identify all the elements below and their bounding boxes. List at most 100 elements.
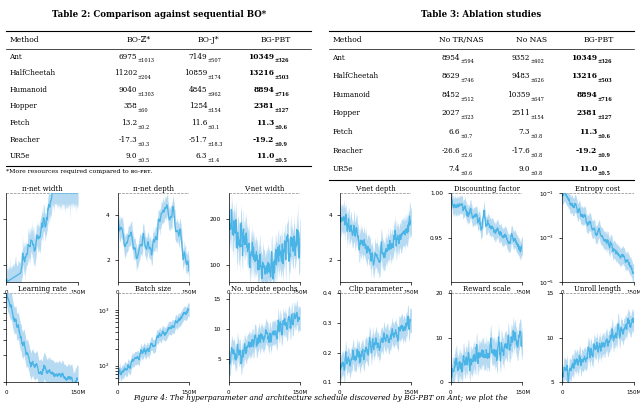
Text: 11.3: 11.3 <box>579 128 597 136</box>
Title: π-net depth: π-net depth <box>133 185 174 193</box>
Text: 8894: 8894 <box>253 86 275 94</box>
Text: ±0.5: ±0.5 <box>138 158 150 163</box>
Title: V-net depth: V-net depth <box>355 185 396 193</box>
Text: Reacher: Reacher <box>10 136 40 144</box>
Text: ±127: ±127 <box>275 108 289 113</box>
Text: 13216: 13216 <box>571 72 597 80</box>
Text: ±154: ±154 <box>208 108 222 113</box>
Text: BO-ℤ*: BO-ℤ* <box>127 36 151 44</box>
Text: 10349: 10349 <box>248 53 275 61</box>
Text: 11.6: 11.6 <box>191 119 207 127</box>
Text: ±0.8: ±0.8 <box>531 153 543 158</box>
Text: 6.3: 6.3 <box>196 152 207 161</box>
Text: -19.2: -19.2 <box>576 146 597 155</box>
Text: ±647: ±647 <box>531 97 545 102</box>
Title: No. update epochs: No. update epochs <box>231 285 298 293</box>
Text: Method: Method <box>10 36 39 44</box>
Text: ±0.9: ±0.9 <box>598 153 611 158</box>
Text: ±154: ±154 <box>531 115 545 120</box>
Text: 10349: 10349 <box>571 54 597 61</box>
Text: Humanoid: Humanoid <box>10 86 47 94</box>
Text: -17.3: -17.3 <box>118 136 138 144</box>
Text: -26.6: -26.6 <box>442 146 460 155</box>
Text: 1254: 1254 <box>189 103 207 110</box>
Text: 358: 358 <box>124 103 138 110</box>
Text: ±0.2: ±0.2 <box>138 125 150 130</box>
Text: -17.6: -17.6 <box>511 146 530 155</box>
Text: ±594: ±594 <box>461 59 474 64</box>
Text: Ant: Ant <box>332 54 345 61</box>
Text: BG-PBT: BG-PBT <box>584 36 614 44</box>
Title: Batch size: Batch size <box>135 285 172 293</box>
Text: ±746: ±746 <box>461 78 474 83</box>
Text: BO-J*: BO-J* <box>198 36 220 44</box>
Text: 11.0: 11.0 <box>579 165 597 173</box>
Title: Reward scale: Reward scale <box>463 285 511 293</box>
Text: ±323: ±323 <box>461 115 474 120</box>
Text: Reacher: Reacher <box>332 146 362 155</box>
Text: HalfCheetah: HalfCheetah <box>332 72 378 80</box>
Text: 9.0: 9.0 <box>518 165 530 173</box>
Text: ±0.9: ±0.9 <box>275 142 288 146</box>
Text: 8629: 8629 <box>442 72 460 80</box>
Text: 13.2: 13.2 <box>121 119 138 127</box>
Text: 10859: 10859 <box>184 69 207 77</box>
Text: ±127: ±127 <box>598 115 612 120</box>
Text: -51.7: -51.7 <box>189 136 207 144</box>
Text: 6975: 6975 <box>119 53 138 61</box>
Text: ±2.6: ±2.6 <box>461 153 473 158</box>
Text: 11202: 11202 <box>114 69 138 77</box>
Title: Clip parameter: Clip parameter <box>349 285 403 293</box>
Text: Fetch: Fetch <box>10 119 30 127</box>
Text: 11.0: 11.0 <box>256 152 275 161</box>
Text: ±0.5: ±0.5 <box>598 171 611 176</box>
Text: 11.3: 11.3 <box>256 119 275 127</box>
Text: ±326: ±326 <box>275 59 289 63</box>
Title: π-net width: π-net width <box>22 185 63 193</box>
Text: No NAS: No NAS <box>516 36 547 44</box>
Text: 7149: 7149 <box>189 53 207 61</box>
Text: ±0.3: ±0.3 <box>138 142 150 146</box>
Text: ±512: ±512 <box>461 97 474 102</box>
Text: ±626: ±626 <box>531 78 545 83</box>
Text: Table 3: Ablation studies: Table 3: Ablation studies <box>421 10 541 19</box>
Title: V-net width: V-net width <box>244 185 285 193</box>
Text: ±1303: ±1303 <box>138 92 155 97</box>
Text: ±60: ±60 <box>138 108 148 113</box>
Text: 8954: 8954 <box>442 54 460 61</box>
Text: ±716: ±716 <box>598 97 612 102</box>
Text: 2511: 2511 <box>511 110 530 117</box>
Text: 8452: 8452 <box>442 91 460 99</box>
Text: 4845: 4845 <box>189 86 207 94</box>
Text: 2381: 2381 <box>253 103 275 110</box>
Text: 9.0: 9.0 <box>126 152 138 161</box>
Text: ±716: ±716 <box>275 92 290 97</box>
Text: 10359: 10359 <box>507 91 530 99</box>
Text: UR5e: UR5e <box>332 165 353 173</box>
Text: Hopper: Hopper <box>332 110 360 117</box>
Text: BG-PBT: BG-PBT <box>260 36 291 44</box>
Text: ±1013: ±1013 <box>138 59 155 63</box>
Text: Figure 4: The hyperparameter and architecture schedule discovered by BG-PBT on A: Figure 4: The hyperparameter and archite… <box>132 394 508 402</box>
Text: ±18.3: ±18.3 <box>208 142 223 146</box>
Text: ±0.1: ±0.1 <box>208 125 220 130</box>
Text: Method: Method <box>332 36 362 44</box>
Text: ±503: ±503 <box>598 78 612 83</box>
Text: 7.4: 7.4 <box>449 165 460 173</box>
Text: ±962: ±962 <box>208 92 222 97</box>
Text: 7.3: 7.3 <box>518 128 530 136</box>
Text: ±0.8: ±0.8 <box>531 134 543 139</box>
Text: Fetch: Fetch <box>332 128 353 136</box>
Text: ±507: ±507 <box>208 59 221 63</box>
Text: 2381: 2381 <box>576 110 597 117</box>
Text: Hopper: Hopper <box>10 103 37 110</box>
Title: Unroll length: Unroll length <box>574 285 621 293</box>
Text: ±0.6: ±0.6 <box>598 134 611 139</box>
Text: *More resources required compared to ʙɢ-ᴘʙᴛ.: *More resources required compared to ʙɢ-… <box>6 169 153 174</box>
Text: UR5e: UR5e <box>10 152 30 161</box>
Text: 13216: 13216 <box>248 69 275 77</box>
Text: ±0.6: ±0.6 <box>461 171 473 176</box>
Text: 2027: 2027 <box>442 110 460 117</box>
Text: No TR/NAS: No TR/NAS <box>439 36 484 44</box>
Text: 9040: 9040 <box>119 86 138 94</box>
